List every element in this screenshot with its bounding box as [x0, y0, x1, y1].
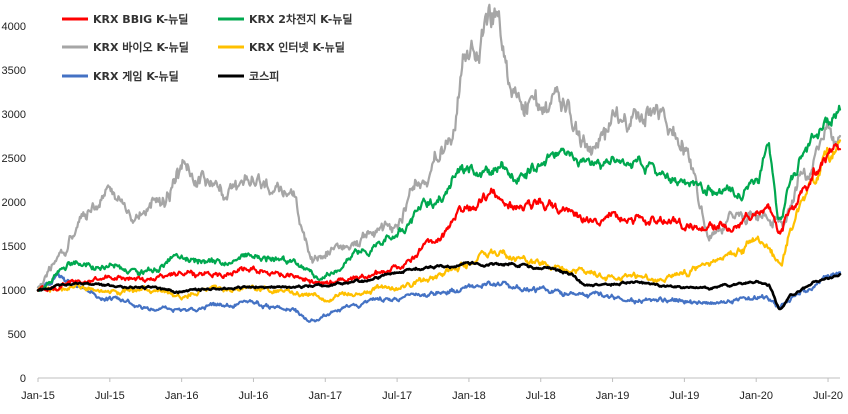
- x-tick-label: Jul-18: [526, 390, 556, 402]
- x-tick-label: Jan-16: [165, 390, 199, 402]
- legend-label: KRX 2차전지 K-뉴딜: [249, 12, 353, 26]
- x-tick-label: Jan-18: [452, 390, 486, 402]
- y-tick-label: 3000: [2, 109, 26, 121]
- y-tick-label: 2000: [2, 197, 26, 209]
- y-tick-label: 3500: [2, 65, 26, 77]
- x-tick-label: Jul-16: [238, 390, 268, 402]
- y-tick-label: 4000: [2, 21, 26, 33]
- y-tick-label: 1500: [2, 241, 26, 253]
- series-line: [36, 142, 842, 293]
- x-tick-label: Jan-15: [21, 390, 55, 402]
- x-tick-label: Jul-15: [95, 390, 125, 402]
- legend-label: KRX 바이오 K-뉴딜: [93, 40, 189, 54]
- legend-label: KRX 인터넷 K-뉴딜: [249, 40, 345, 54]
- x-tick-label: Jul-20: [813, 390, 843, 402]
- y-tick-label: 500: [8, 329, 26, 341]
- legend-label: KRX BBIG K-뉴딜: [93, 13, 188, 26]
- x-tick-label: Jul-17: [382, 390, 412, 402]
- y-tick-label: 0: [20, 373, 26, 385]
- series-lines: [36, 3, 842, 323]
- y-axis-ticks: 0 500 1000 1500 2000 2500 3000 3500 4000: [2, 21, 26, 385]
- x-tick-label: Jan-17: [308, 390, 342, 402]
- x-axis-ticks: Jan-15 Jul-15 Jan-16 Jul-16 Jan-17 Jul-17 Jan-…: [21, 378, 843, 402]
- x-tick-label: Jul-19: [669, 390, 699, 402]
- y-tick-label: 1000: [2, 285, 26, 297]
- legend: KRX BBIG K-뉴딜 KRX 2차전지 K-뉴딜 KRX 바이오 K-뉴딜 KR…: [62, 12, 353, 83]
- series-line: [36, 104, 842, 292]
- series-line: [36, 139, 842, 303]
- x-tick-label: Jan-19: [596, 390, 630, 402]
- x-tick-label: Jan-20: [739, 390, 773, 402]
- legend-label: 코스피: [249, 69, 279, 83]
- y-tick-label: 2500: [2, 153, 26, 165]
- legend-label: KRX 게임 K-뉴딜: [93, 69, 179, 83]
- series-line: [36, 260, 842, 311]
- series-line: [36, 271, 842, 323]
